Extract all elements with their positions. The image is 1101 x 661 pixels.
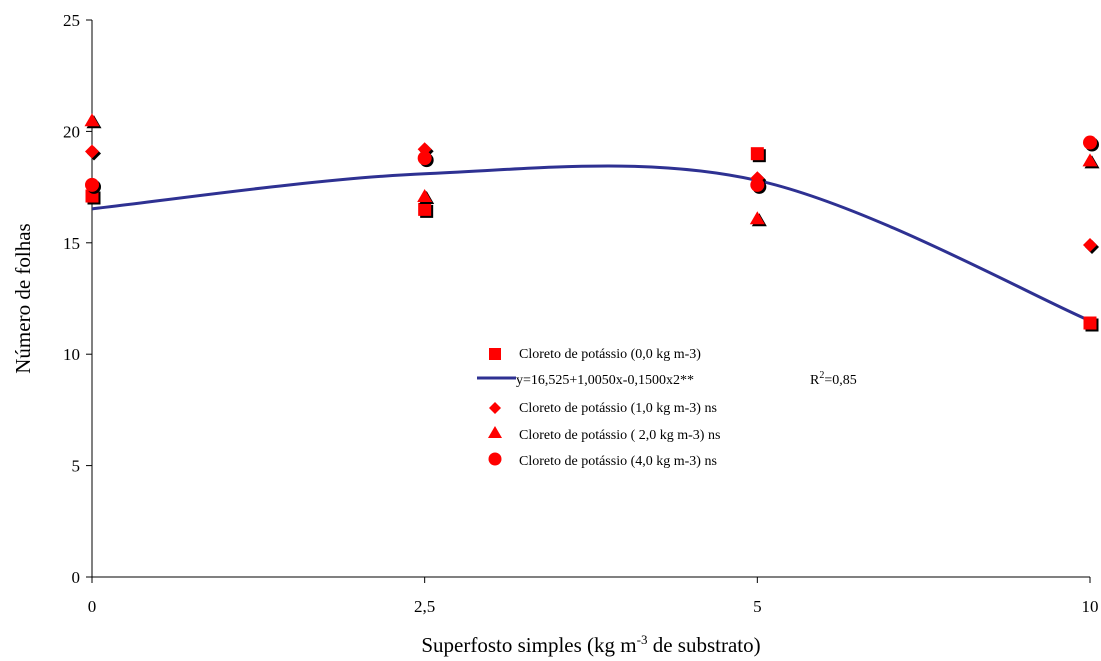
x-axis-title-main: Superfosto simples (kg m — [421, 633, 636, 657]
fit-line — [91, 164, 1091, 323]
legend-fit-label: y=16,525+1,0050x-0,1500x2** — [516, 373, 694, 388]
x-tick-label: 0 — [88, 597, 97, 616]
axes — [91, 20, 1090, 578]
y-tick-label: 20 — [63, 122, 80, 141]
x-tick-label: 10 — [1082, 597, 1099, 616]
r2-label-sup: 2 — [819, 370, 824, 381]
x-axis-title-end: de substrato) — [647, 633, 760, 657]
legend-label-0: Cloreto de potássio (0,0 kg m-3) — [519, 347, 701, 362]
y-tick-label: 5 — [72, 457, 81, 476]
data-point-circle — [417, 151, 432, 166]
data-point-square — [750, 147, 764, 161]
legend-marker-circle — [488, 452, 502, 466]
legend-marker-triangle — [488, 426, 502, 438]
legend-label-2: Cloreto de potássio ( 2,0 kg m-3) ns — [519, 428, 720, 443]
r2-label-main: R — [810, 373, 820, 388]
legend-marker-diamond — [489, 402, 501, 414]
y-tick-label: 15 — [63, 234, 80, 253]
x-tick-label: 2,5 — [414, 597, 435, 616]
data-point-diamond — [1083, 238, 1097, 253]
data-point-circle — [750, 177, 765, 192]
legend-label-3: Cloreto de potássio (4,0 kg m-3) ns — [519, 454, 717, 469]
data-point-triangle — [417, 189, 433, 203]
legend-label-1: Cloreto de potássio (1,0 kg m-3) ns — [519, 401, 717, 416]
legend-r2-label: R2=0,85 — [810, 370, 857, 388]
data-point-triangle — [749, 211, 765, 225]
data-point-square — [418, 202, 432, 216]
data-point-triangle — [84, 113, 100, 127]
x-tick-label: 5 — [753, 597, 762, 616]
data-point-triangle — [1082, 153, 1098, 167]
r2-label-end: =0,85 — [824, 373, 856, 388]
x-axis-title: Superfosto simples (kg m-3 de substrato) — [421, 632, 760, 657]
y-tick-label: 0 — [72, 568, 81, 587]
x-axis-title-sup: -3 — [637, 632, 648, 647]
data-point-square — [1083, 316, 1097, 330]
y-axis-title: Número de folhas — [11, 223, 35, 373]
data-point-diamond — [85, 144, 99, 159]
data-point-circle — [1083, 135, 1097, 150]
legend-marker-square — [489, 348, 501, 360]
legend: Cloreto de potássio (0,0 kg m-3) y=16,52… — [477, 347, 857, 469]
y-tick-label: 10 — [63, 345, 80, 364]
data-point-circle — [85, 177, 99, 192]
y-tick-label: 25 — [63, 11, 80, 30]
